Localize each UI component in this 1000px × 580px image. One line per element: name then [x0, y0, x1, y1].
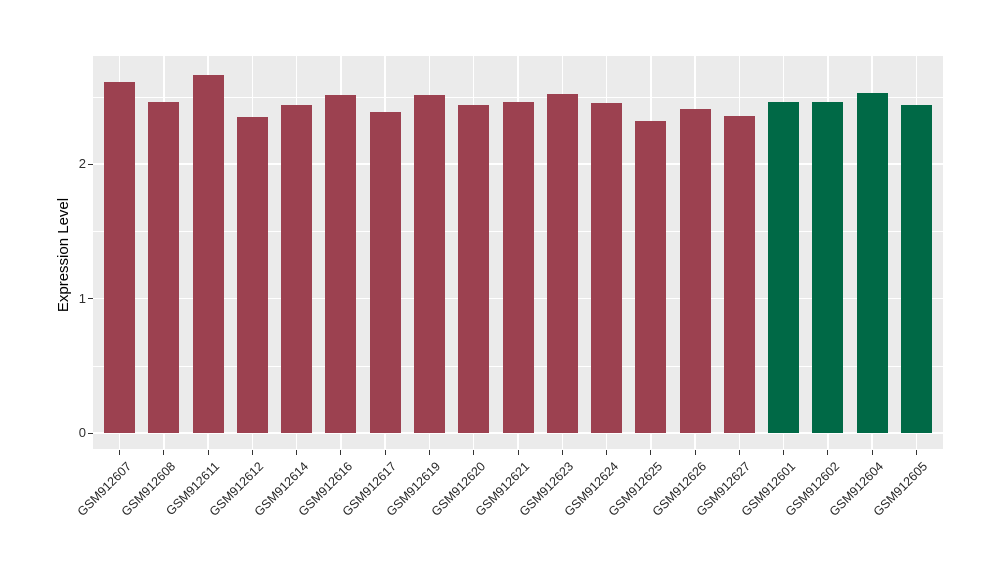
bar-GSM912621	[502, 102, 534, 433]
x-tick-mark	[517, 450, 519, 455]
bar-GSM912611	[192, 75, 224, 433]
y-tick-label: 1	[78, 290, 86, 306]
bar-GSM912607	[104, 81, 136, 433]
x-tick-mark	[207, 450, 209, 455]
x-tick-mark	[340, 450, 342, 455]
bar-GSM912601	[768, 102, 800, 433]
x-tick-mark	[561, 450, 563, 455]
x-tick-mark	[650, 450, 652, 455]
y-tick-mark	[88, 432, 93, 434]
bar-GSM912619	[413, 95, 445, 433]
x-tick-mark	[606, 450, 608, 455]
bar-GSM912605	[900, 104, 932, 433]
bar-GSM912602	[812, 102, 844, 433]
x-tick-mark	[738, 450, 740, 455]
x-tick-mark	[871, 450, 873, 455]
x-tick-mark	[827, 450, 829, 455]
x-tick-mark	[384, 450, 386, 455]
y-axis-title: Expression Level	[55, 197, 72, 313]
x-tick-mark	[783, 450, 785, 455]
x-tick-mark	[251, 450, 253, 455]
x-tick-mark	[473, 450, 475, 455]
bar-GSM912608	[148, 102, 180, 433]
bar-GSM912616	[325, 95, 357, 433]
x-tick-mark	[163, 450, 165, 455]
plot-panel	[93, 56, 943, 449]
bar-GSM912625	[635, 120, 667, 433]
bar-GSM912624	[591, 103, 623, 433]
x-tick-label: GSM912605	[871, 459, 931, 519]
bar-GSM912627	[723, 115, 755, 433]
bar-GSM912612	[236, 116, 268, 433]
y-tick-label: 2	[78, 156, 86, 171]
bar-GSM912620	[458, 104, 490, 433]
x-tick-mark	[428, 450, 430, 455]
x-tick-mark	[915, 450, 917, 455]
y-tick-label: 0	[78, 425, 86, 440]
bar-GSM912626	[679, 108, 711, 433]
bar-GSM912614	[281, 104, 313, 433]
y-tick-mark	[88, 298, 93, 299]
bar-GSM912617	[369, 111, 401, 433]
x-tick-mark	[296, 450, 298, 455]
y-tick-mark	[88, 163, 93, 165]
bar-GSM912604	[856, 92, 888, 433]
x-tick-mark	[694, 450, 696, 455]
bar-GSM912623	[546, 94, 578, 433]
x-tick-mark	[119, 450, 121, 455]
